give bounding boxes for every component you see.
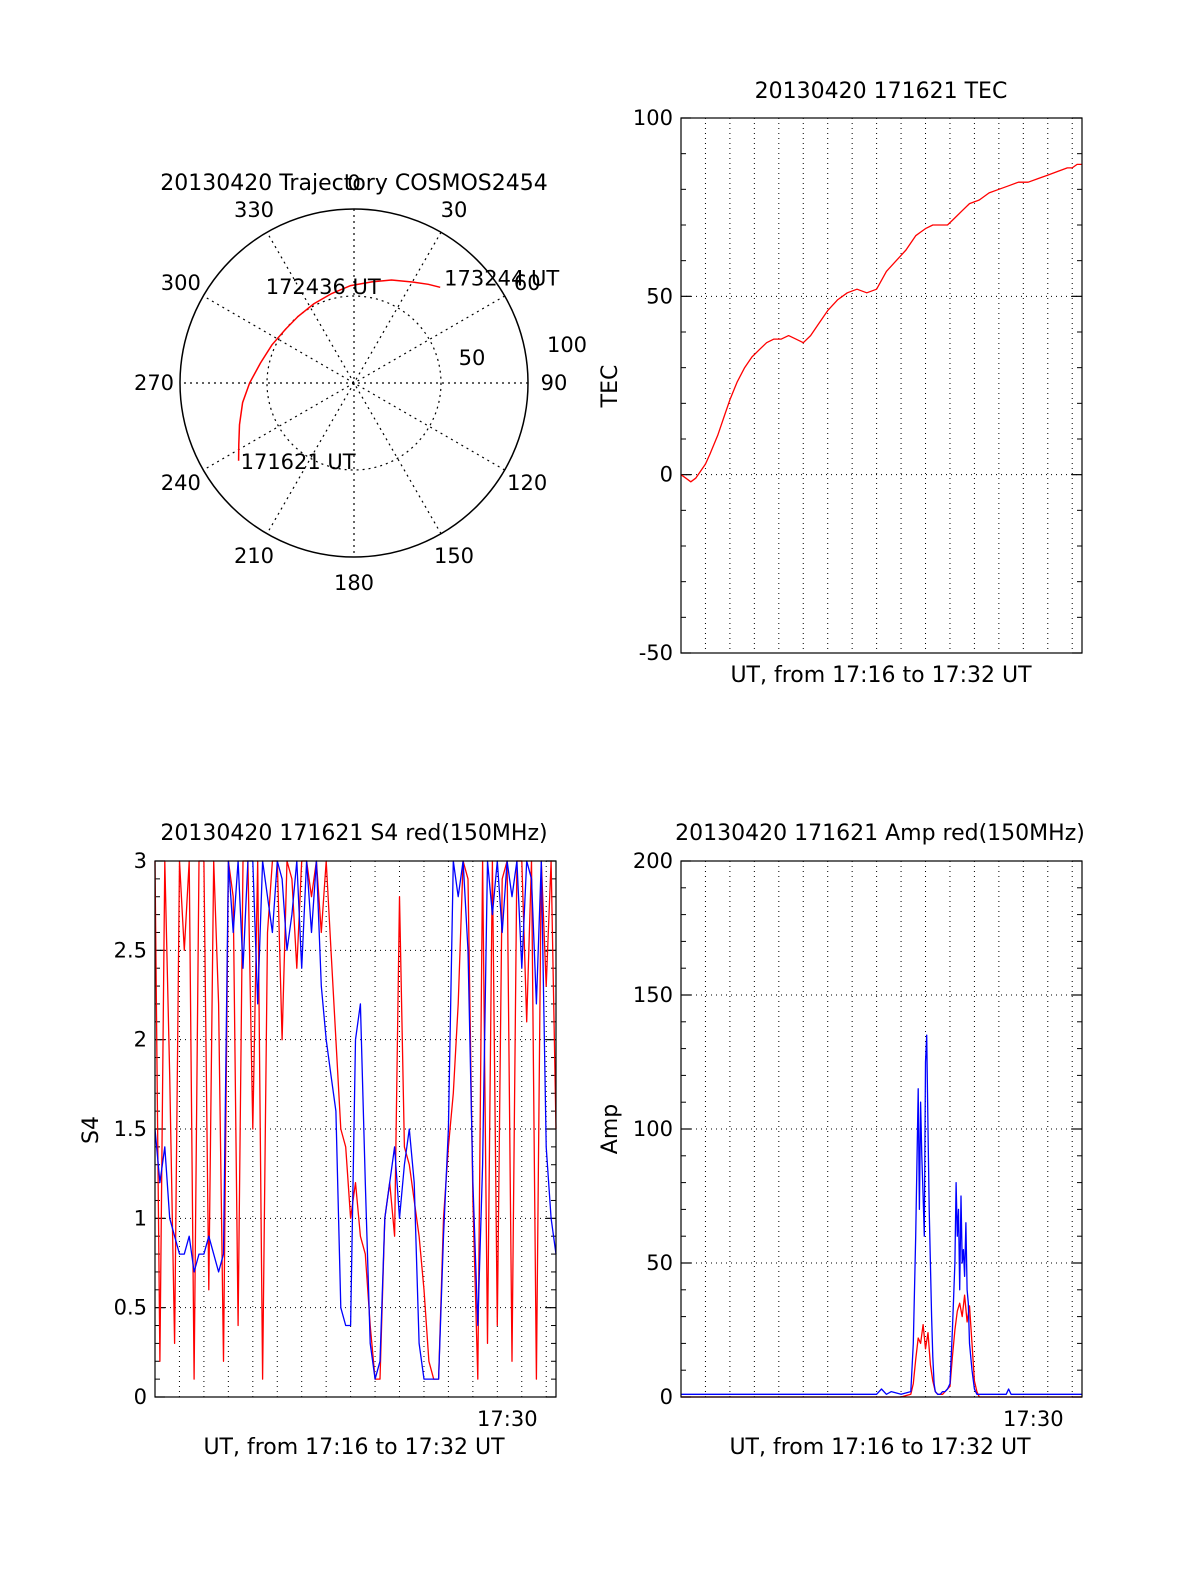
amp-y-tick-label: 200 [633,849,673,873]
s4-y-axis-label: S4 [79,1116,104,1144]
amp-y-tick-label: 0 [660,1385,673,1409]
polar-trajectory-line [237,279,441,461]
polar-annotation-start: 171621 UT [241,450,356,474]
amp-y-axis-label: Amp [598,1104,623,1154]
s4-y-tick-label: 2.5 [114,938,147,962]
polar-azimuth-label: 330 [234,198,274,222]
tec-grid [681,118,1082,653]
polar-azimuth-label: 90 [541,371,568,395]
polar-azimuth-label: 180 [334,571,374,595]
s4-x-axis-label: UT, from 17:16 to 17:32 UT [203,1435,505,1460]
amp-chart: 20130420 171621 Amp red(150MHz) 0 50 100 15… [598,821,1085,1460]
s4-series-blue [154,860,557,1380]
polar-azimuth-label: 300 [161,271,201,295]
s4-y-tick-label: 1.5 [114,1117,147,1141]
amp-y-tick-label: 50 [646,1251,673,1275]
amp-x-axis-label: UT, from 17:16 to 17:32 UT [729,1435,1031,1460]
tec-y-axis-label: TEC [598,365,623,409]
polar-spokes [180,209,528,557]
s4-y-tick-label: 3 [134,849,147,873]
tec-title: 20130420 171621 TEC [755,79,1008,104]
polar-azimuth-label: 30 [441,198,468,222]
tec-y-tick-label: 100 [633,106,673,130]
amp-y-tick-label: 100 [633,1117,673,1141]
polar-azimuth-label: 210 [234,544,274,568]
polar-radial-label-50: 50 [459,346,486,370]
polar-azimuth-label: 150 [434,544,474,568]
polar-azimuth-label: 0 [347,171,360,195]
polar-azimuth-labels: 0 30 60 90 120 150 180 210 240 270 300 330 [134,171,567,595]
s4-title: 20130420 171621 S4 red(150MHz) [160,821,547,846]
amp-y-tick-label: 150 [633,983,673,1007]
polar-inner-circle [266,295,442,471]
polar-trajectory-chart: 20130420 Trajectory COSMOS2454 0 30 60 90 12… [134,171,587,595]
s4-x-tick-label: 17:30 [477,1407,538,1431]
tec-y-tick-label: 50 [646,284,673,308]
tec-y-tick-label: -50 [639,641,673,665]
s4-y-tick-label: 0 [134,1385,147,1409]
polar-azimuth-label: 240 [161,471,201,495]
amp-title: 20130420 171621 Amp red(150MHz) [675,821,1085,846]
polar-annotation-mid: 172436 UT [266,275,381,299]
amp-x-tick-label: 17:30 [1003,1407,1064,1431]
s4-y-tick-label: 2 [134,1028,147,1052]
polar-azimuth-label: 270 [134,371,174,395]
s4-y-tick-labels: 0 0.5 1 1.5 2 2.5 3 [114,849,147,1409]
tec-series-red [680,163,1082,483]
amp-series [681,1034,1082,1398]
amp-y-tick-labels: 0 50 100 150 200 [633,849,673,1409]
s4-plot-frame [154,860,557,1398]
amp-plot-frame [680,860,1083,1398]
polar-spoke-150 [266,232,442,534]
tec-y-tick-labels: 100 50 0 -50 [633,106,673,665]
polar-annotation-end: 173244 UT [444,266,559,290]
tec-y-tick-label: 0 [660,463,673,487]
amp-series-red [681,1294,1082,1398]
tec-ticks [681,117,1082,654]
polar-azimuth-label: 60 [514,271,541,295]
tec-plot-frame [680,117,1083,654]
s4-series-red [154,860,557,1380]
s4-y-tick-label: 0.5 [114,1296,147,1320]
polar-title: 20130420 Trajectory COSMOS2454 [160,171,547,196]
tec-x-axis-label: UT, from 17:16 to 17:32 UT [730,663,1032,688]
tec-chart: 20130420 171621 TEC 100 50 0 -50 TEC UT, fr… [598,79,1083,688]
amp-series-blue [681,1034,1082,1395]
tec-series [680,163,1082,483]
s4-series [154,860,557,1380]
polar-radial-label-100: 100 [547,333,587,357]
polar-azimuth-label: 120 [507,471,547,495]
amp-grid [681,861,1082,1397]
s4-chart: 20130420 171621 S4 red(150MHz) 0 0.5 1 1.5 2… [79,821,557,1460]
s4-y-tick-label: 1 [134,1206,147,1230]
